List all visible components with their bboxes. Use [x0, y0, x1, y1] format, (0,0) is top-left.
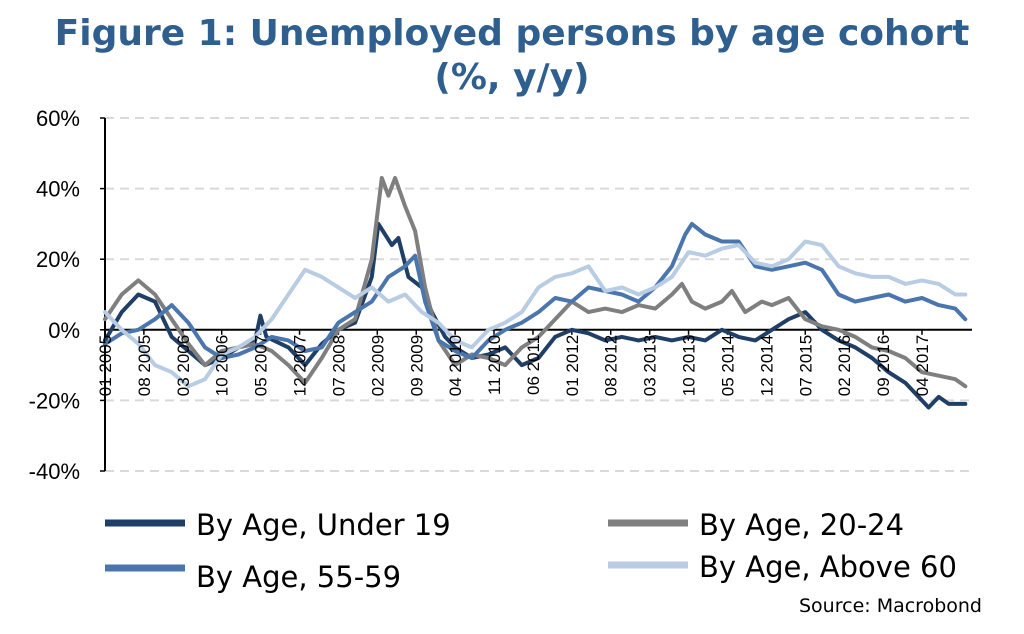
x-tick-label: 10 2013: [680, 335, 699, 396]
source-note: Source: Macrobond: [799, 595, 982, 617]
x-tick-label: 08 2005: [135, 335, 154, 396]
x-tick-label: 07 2015: [796, 335, 815, 396]
legend-label-0: By Age, Under 19: [196, 508, 451, 542]
y-tick-label: 0%: [48, 318, 80, 343]
x-tick-label: 03 2006: [174, 335, 193, 396]
x-tick-label: 01 2005: [96, 335, 115, 396]
x-tick-label: 07 2008: [329, 335, 348, 396]
chart-title-line1: Figure 1: Unemployed persons by age coho…: [54, 13, 970, 54]
y-tick-label: 60%: [36, 106, 80, 131]
x-tick-label: 09 2009: [407, 335, 426, 396]
x-tick-label: 03 2013: [641, 335, 660, 396]
y-tick-label: -20%: [29, 388, 80, 413]
x-tick-label: 10 2006: [213, 335, 232, 396]
series-line-3: [103, 239, 968, 389]
x-tick-label: 12 2007: [291, 335, 310, 396]
x-tick-label: 02 2016: [835, 335, 854, 396]
x-tick-label: 12 2014: [757, 335, 776, 396]
x-tick-label: 02 2009: [368, 335, 387, 396]
legend-label-3: By Age, Above 60: [699, 550, 957, 584]
x-tick-label: 01 2012: [563, 335, 582, 396]
chart-title-line2: (%, y/y): [434, 57, 590, 98]
y-tick-label: 40%: [36, 177, 80, 202]
legend-label-1: By Age, 20-24: [699, 508, 904, 542]
x-tick-label: 04 2010: [446, 335, 465, 396]
y-tick-label: -40%: [29, 459, 80, 484]
series-lines: 01 2005 08 2005 03 2006 10 2006 05 2007 12 20…: [96, 176, 968, 410]
legend-label-2: By Age, 55-59: [196, 560, 401, 594]
x-tick-label: 09 2016: [874, 335, 893, 396]
x-tick-label: 05 2007: [252, 335, 271, 396]
x-tick-label: 06 2011: [524, 335, 543, 395]
y-tick-label: 20%: [36, 247, 80, 272]
series-line-1: [103, 176, 968, 389]
series-line-2: [103, 221, 968, 360]
gridlines: [105, 117, 972, 472]
chart-title: Figure 1: Unemployed persons by age coho…: [0, 12, 1024, 100]
x-tick-label: 08 2012: [602, 335, 621, 396]
x-tick-label: 04 2017: [913, 335, 932, 396]
axes: 60% 40% 20% 0% -20% -40%: [29, 106, 972, 484]
legend: By Age, Under 19 By Age, 20-24 By Age, 55-…: [105, 508, 957, 594]
x-tick-label: 05 2014: [718, 335, 737, 396]
x-tick-label: 11 2010: [485, 335, 504, 395]
